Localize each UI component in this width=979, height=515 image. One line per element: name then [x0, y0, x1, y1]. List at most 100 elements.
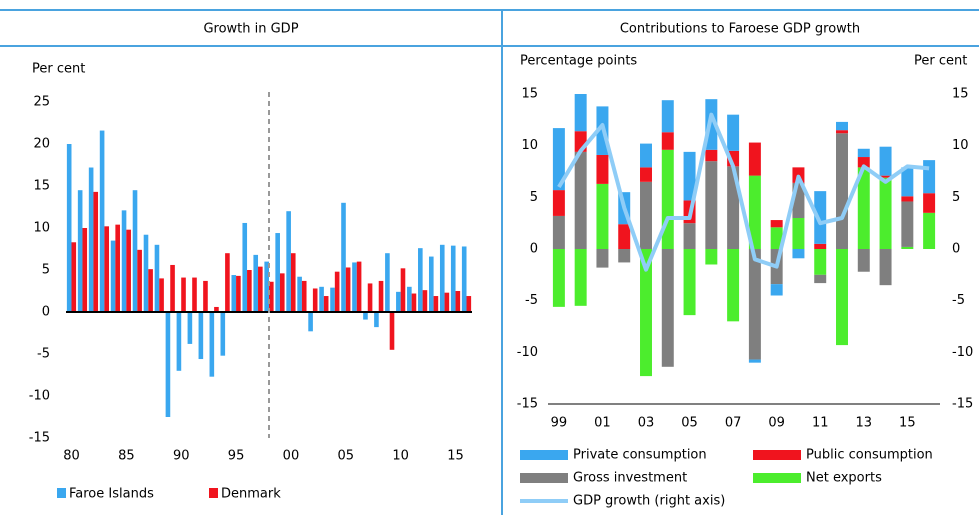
- bar: [137, 249, 142, 312]
- bar-segment: [814, 243, 827, 249]
- y2-axis-label: Per cent: [914, 54, 967, 69]
- bar: [323, 296, 329, 312]
- legend-swatch: [753, 473, 801, 483]
- bar: [165, 312, 171, 417]
- y-tick-label: -15: [29, 431, 50, 446]
- bar-segment: [748, 175, 761, 249]
- y-tick-label: 5: [530, 190, 538, 205]
- bar-segment: [552, 249, 565, 307]
- bar: [93, 191, 99, 312]
- bar: [466, 296, 472, 312]
- bar-segment: [683, 249, 696, 316]
- bar: [428, 256, 434, 312]
- bar-segment: [836, 249, 848, 346]
- bar: [176, 312, 182, 371]
- bar-segment: [661, 149, 674, 249]
- bar: [400, 268, 406, 312]
- bar: [319, 286, 324, 312]
- bar: [214, 306, 219, 312]
- bar: [352, 262, 357, 312]
- bar-segment: [574, 151, 587, 249]
- bar: [334, 271, 340, 312]
- x-tick-label: 15: [447, 449, 464, 464]
- x-tick-label: 99: [551, 416, 568, 431]
- bar: [198, 312, 204, 360]
- x-tick-label: 11: [812, 416, 829, 431]
- bar: [220, 312, 226, 356]
- bar: [264, 261, 269, 312]
- bar-segment: [705, 161, 718, 249]
- y-tick-label: -5: [37, 347, 50, 362]
- bar: [225, 253, 230, 312]
- legend-swatch: [753, 450, 801, 460]
- bar-segment: [770, 227, 783, 249]
- bar: [356, 261, 362, 312]
- bar-segment: [814, 249, 827, 275]
- bar: [110, 240, 116, 312]
- bar: [367, 283, 373, 312]
- y-tick-label: -15: [517, 397, 538, 412]
- bar: [279, 273, 285, 312]
- x-tick-label: 05: [338, 449, 355, 464]
- bar-segment: [574, 94, 587, 132]
- y2-tick-label: 15: [952, 87, 969, 102]
- legend-label: Private consumption: [573, 448, 707, 463]
- bar-segment: [792, 218, 805, 249]
- legend-label: Faroe Islands: [69, 487, 154, 502]
- bar: [308, 312, 313, 332]
- x-tick-label: 85: [118, 449, 135, 464]
- x-tick-label: 00: [283, 449, 300, 464]
- x-tick-label: 03: [638, 416, 655, 431]
- bar: [236, 275, 241, 312]
- y-tick-label: 15: [33, 179, 50, 194]
- y2-tick-label: -5: [952, 293, 965, 308]
- bar-segment: [727, 249, 740, 322]
- bar: [242, 222, 248, 312]
- bar: [77, 190, 83, 312]
- bar: [312, 288, 318, 312]
- bar: [88, 167, 94, 312]
- legend-label: Gross investment: [573, 471, 687, 486]
- bar: [341, 202, 346, 312]
- bar-segment: [596, 183, 609, 249]
- legend-swatch: [209, 488, 218, 498]
- bar-segment: [923, 212, 936, 249]
- bar-segment: [727, 150, 740, 167]
- bar: [154, 244, 160, 312]
- chart-title: Contributions to Faroese GDP growth: [620, 22, 860, 37]
- y2-tick-label: -15: [952, 397, 973, 412]
- bar: [433, 296, 439, 312]
- bar-segment: [879, 249, 892, 286]
- y-tick-label: 25: [33, 95, 50, 110]
- bar: [209, 312, 215, 377]
- bar-segment: [574, 131, 587, 152]
- bar: [143, 234, 149, 312]
- bar-segment: [836, 130, 848, 134]
- bar-segment: [705, 249, 718, 265]
- bar-segment: [618, 224, 631, 249]
- legend-label: Public consumption: [806, 448, 933, 463]
- bar: [275, 233, 280, 312]
- bar-segment: [857, 157, 870, 168]
- bar-segment: [640, 181, 652, 249]
- bar: [121, 210, 127, 312]
- x-tick-label: 09: [768, 416, 785, 431]
- bar: [253, 254, 259, 312]
- bar: [389, 312, 395, 350]
- bar: [363, 312, 368, 320]
- bar-segment: [552, 215, 565, 249]
- y-tick-label: 20: [33, 137, 50, 152]
- bar-segment: [857, 167, 870, 249]
- bar-segment: [792, 249, 805, 259]
- bar-segment: [705, 99, 718, 150]
- bar-segment: [552, 128, 565, 191]
- legend-label: Denmark: [221, 487, 281, 502]
- bar: [450, 245, 456, 312]
- x-tick-label: 90: [173, 449, 190, 464]
- bar: [297, 276, 302, 312]
- legend-label: Net exports: [806, 471, 882, 486]
- y-tick-label: -10: [29, 389, 50, 404]
- y-axis-label: Per cent: [32, 62, 85, 77]
- bar: [181, 277, 186, 312]
